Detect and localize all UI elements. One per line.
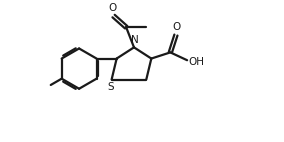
Text: O: O xyxy=(108,3,117,13)
Text: N: N xyxy=(131,35,139,45)
Text: OH: OH xyxy=(189,57,205,67)
Text: O: O xyxy=(172,22,181,32)
Text: S: S xyxy=(107,82,114,92)
